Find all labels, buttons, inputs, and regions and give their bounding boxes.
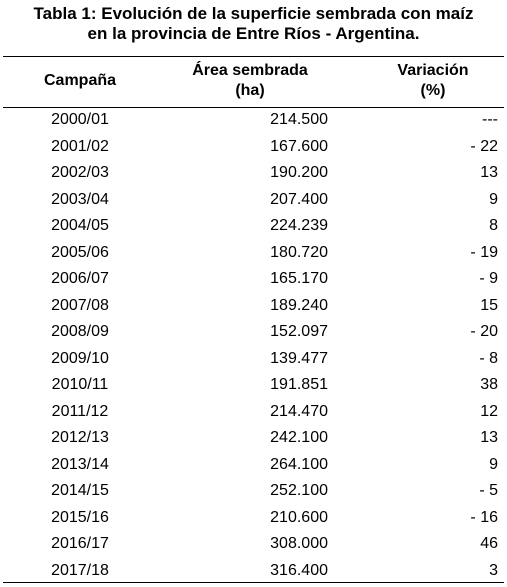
variation: 12 <box>480 402 498 420</box>
title-line: Tabla 1: Evolución de la superficie semb… <box>33 4 474 23</box>
area: 264.100 <box>270 455 328 473</box>
variation: --- <box>482 111 498 128</box>
campaign: 2009/10 <box>51 349 109 367</box>
variation: - 19 <box>470 243 498 261</box>
area: 180.720 <box>270 243 328 261</box>
variation: 9 <box>489 190 498 208</box>
campaign: 2015/16 <box>51 508 109 526</box>
area: 242.100 <box>270 429 328 446</box>
column-header: Campaña <box>43 72 117 89</box>
rule <box>3 107 504 108</box>
variation: 15 <box>480 296 498 314</box>
variation: 38 <box>480 376 498 393</box>
variation: 13 <box>480 429 498 446</box>
area: 167.600 <box>270 137 328 155</box>
area: 190.200 <box>270 164 328 181</box>
area: 252.100 <box>270 482 328 499</box>
area: 207.400 <box>270 190 328 208</box>
area: 224.239 <box>270 217 328 234</box>
campaign: 2002/03 <box>51 164 109 181</box>
campaign: 2010/11 <box>51 376 109 393</box>
campaign: 2001/02 <box>51 137 109 155</box>
campaign: 2005/06 <box>51 243 109 261</box>
campaign: 2008/09 <box>51 323 109 340</box>
campaign: 2011/12 <box>51 402 109 420</box>
area: 316.400 <box>270 561 328 579</box>
campaign: 2000/01 <box>51 111 109 128</box>
variation: - 16 <box>470 508 498 526</box>
rule <box>3 582 504 583</box>
area: 210.600 <box>270 508 328 526</box>
campaign: 2014/15 <box>51 482 109 499</box>
column-header: Variación <box>397 62 469 79</box>
rule <box>3 56 504 57</box>
campaign: 2007/08 <box>51 296 109 314</box>
column-header: (%) <box>420 82 446 99</box>
campaign: 2016/17 <box>51 535 109 552</box>
campaign: 2017/18 <box>51 561 109 579</box>
area: 189.240 <box>270 296 328 314</box>
area: 152.097 <box>270 323 328 340</box>
area: 191.851 <box>270 376 328 393</box>
area: 165.170 <box>270 270 328 287</box>
column-header: (ha) <box>235 82 265 99</box>
variation: - 22 <box>470 137 498 155</box>
variation: 9 <box>489 455 498 473</box>
variation: 8 <box>489 217 498 234</box>
variation: - 5 <box>479 482 498 499</box>
area: 308.000 <box>270 535 328 552</box>
campaign: 2013/14 <box>51 455 109 473</box>
variation: 3 <box>489 561 498 579</box>
campaign: 2012/13 <box>51 429 109 446</box>
campaign: 2003/04 <box>51 190 109 208</box>
variation: 13 <box>480 164 498 181</box>
variation: 46 <box>480 535 498 552</box>
area: 139.477 <box>270 349 328 367</box>
variation: - 8 <box>479 349 498 367</box>
campaign: 2006/07 <box>51 270 109 287</box>
variation: - 20 <box>470 323 498 340</box>
column-header: Área sembrada <box>192 62 308 79</box>
area: 214.470 <box>270 402 328 420</box>
title-line: en la provincia de Entre Ríos - Argentin… <box>87 24 420 43</box>
variation: - 9 <box>479 270 498 287</box>
area: 214.500 <box>270 111 328 128</box>
campaign: 2004/05 <box>51 217 109 234</box>
